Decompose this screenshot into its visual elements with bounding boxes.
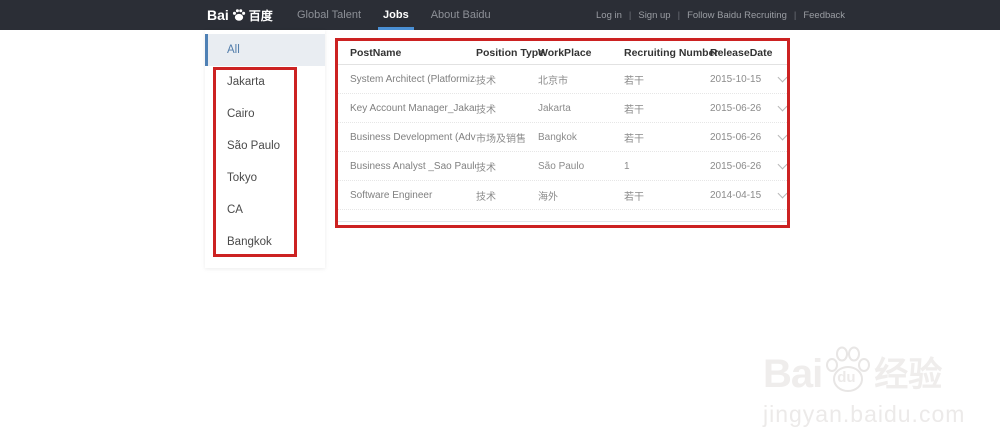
table-row[interactable]: Business Analyst _Sao Paulo 技术 São Paulo…: [338, 152, 788, 181]
main-nav: Global Talent Jobs About Baidu: [286, 0, 502, 30]
position-type-cell: 技术: [476, 104, 496, 116]
sidebar-item-sao-paulo[interactable]: São Paulo: [227, 140, 281, 152]
position-type-cell: 技术: [476, 162, 496, 174]
link-separator: |: [628, 9, 632, 21]
baidu-paw-icon: [231, 7, 247, 23]
table-row[interactable]: Key Account Manager_Jakarta 技术 Jakarta 若…: [338, 94, 788, 123]
logo-cjk-text: 百度: [248, 8, 273, 23]
nav-tab-about-baidu[interactable]: About Baidu: [430, 9, 491, 21]
nav-tab-global-talent[interactable]: Global Talent: [297, 9, 362, 21]
watermark-cjk-text: 经验: [874, 356, 943, 394]
jingyan-watermark: Bai du 经验 jingyan.baidu.com: [763, 345, 973, 428]
follow-baidu-recruiting-link[interactable]: Follow Baidu Recruiting: [687, 9, 787, 21]
chevron-down-icon[interactable]: [777, 130, 788, 140]
table-header-row: PostName Position Type WorkPlace Recruit…: [338, 41, 787, 65]
sidebar-item-tokyo[interactable]: Tokyo: [227, 172, 258, 184]
link-separator: |: [793, 9, 797, 21]
release-date-cell: 2015-06-26: [710, 160, 762, 172]
recruiting-number-cell: 若干: [624, 104, 644, 116]
workplace-cell: Bangkok: [538, 131, 577, 143]
column-header-releasedate: ReleaseDate: [710, 46, 773, 59]
release-date-cell: 2014-04-15: [710, 189, 762, 201]
table-bottom-divider: [338, 221, 787, 222]
release-date-cell: 2015-06-26: [710, 102, 762, 114]
sidebar-item-ca[interactable]: CA: [227, 204, 243, 216]
position-type-cell: 技术: [476, 191, 496, 203]
workplace-cell: São Paulo: [538, 160, 585, 172]
watermark-paw-icon: du: [824, 345, 872, 397]
workplace-cell: 北京市: [538, 75, 568, 87]
city-filter-sidebar: All Jakarta Cairo São Paulo Tokyo CA Ban…: [205, 30, 325, 268]
column-header-postname: PostName: [350, 46, 402, 59]
column-header-workplace: WorkPlace: [538, 46, 592, 59]
baidu-logo[interactable]: Bai 百度: [207, 0, 273, 30]
watermark-brand: Bai du 经验: [763, 345, 973, 397]
recruiting-number-cell: 若干: [624, 133, 644, 145]
sidebar-item-jakarta[interactable]: Jakarta: [227, 76, 265, 88]
position-type-cell: 技术: [476, 75, 496, 87]
signup-link[interactable]: Sign up: [638, 9, 671, 21]
release-date-cell: 2015-06-26: [710, 131, 762, 143]
logo-latin-text: Bai: [207, 7, 229, 23]
feedback-link[interactable]: Feedback: [803, 9, 846, 21]
chevron-down-icon[interactable]: [777, 101, 788, 111]
post-name-cell: Key Account Manager_Jakarta: [350, 102, 476, 114]
job-listings-table: PostName Position Type WorkPlace Recruit…: [338, 41, 788, 225]
recruiting-number-cell: 若干: [624, 75, 644, 87]
table-row[interactable]: System Architect (Platformization) 技术 北京…: [338, 65, 788, 94]
sidebar-item-cairo[interactable]: Cairo: [227, 108, 255, 120]
chevron-down-icon[interactable]: [777, 72, 788, 82]
login-link[interactable]: Log in: [596, 9, 622, 21]
column-header-position-type: Position Type: [476, 46, 545, 59]
post-name-cell: Software Engineer: [350, 189, 433, 201]
table-row[interactable]: Software Engineer 技术 海外 若干 2014-04-15: [338, 181, 788, 210]
user-links: Log in | Sign up | Follow Baidu Recruiti…: [592, 0, 849, 30]
column-header-recruiting-number: Recruiting Number: [624, 46, 719, 59]
watermark-paw-text: du: [837, 369, 856, 386]
chevron-down-icon[interactable]: [777, 159, 788, 169]
post-name-cell: System Architect (Platformization): [350, 73, 476, 85]
workplace-cell: Jakarta: [538, 102, 571, 114]
table-row[interactable]: Business Development (Advertising... 市场及…: [338, 123, 788, 152]
post-name-cell: Business Development (Advertising...: [350, 131, 476, 143]
sidebar-item-bangkok[interactable]: Bangkok: [227, 236, 272, 248]
post-name-cell: Business Analyst _Sao Paulo: [350, 160, 476, 172]
recruiting-number-cell: 若干: [624, 191, 644, 203]
top-navigation-bar: Bai 百度 Global Talent Jobs About Baidu Lo…: [0, 0, 1000, 30]
workplace-cell: 海外: [538, 191, 558, 203]
sidebar-item-all[interactable]: All: [205, 34, 325, 66]
link-separator: |: [677, 9, 681, 21]
chevron-down-icon[interactable]: [777, 188, 788, 198]
watermark-latin-text: Bai: [763, 352, 823, 396]
watermark-site-url: jingyan.baidu.com: [763, 401, 966, 427]
nav-tab-jobs[interactable]: Jobs: [372, 0, 420, 30]
position-type-cell: 市场及销售: [476, 133, 526, 145]
recruiting-number-cell: 1: [624, 160, 630, 172]
release-date-cell: 2015-10-15: [710, 73, 762, 85]
